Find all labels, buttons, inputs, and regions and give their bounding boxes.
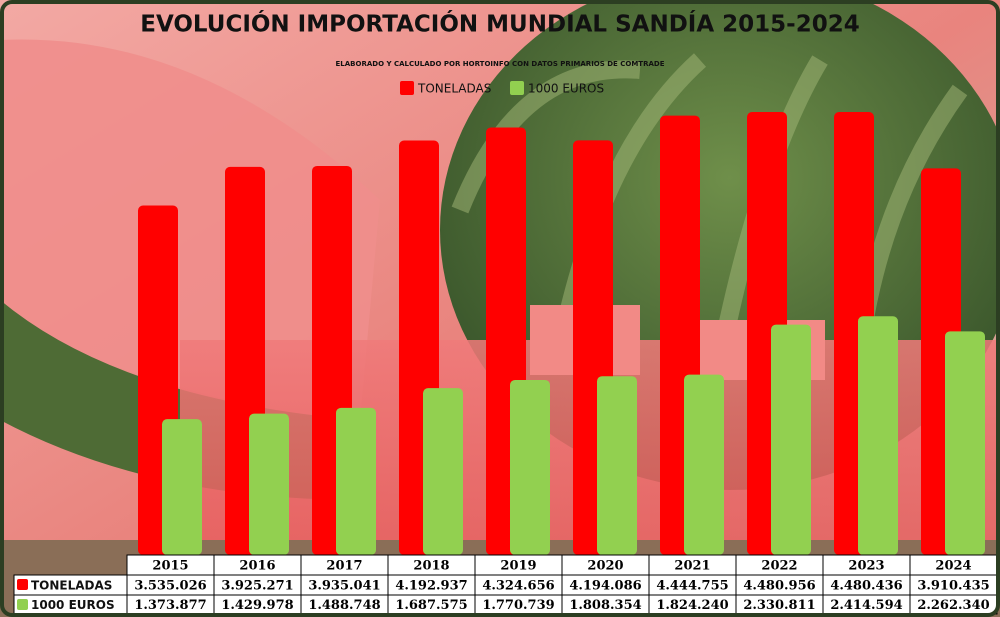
data-label: 4.444.755 — [656, 579, 728, 594]
bars — [138, 112, 985, 556]
data-label: 3.910.435 — [917, 579, 989, 594]
x-tick-label: 2024 — [935, 559, 971, 574]
x-tick-label: 2023 — [848, 559, 884, 574]
bar — [771, 324, 811, 555]
data-label: 1.488.748 — [308, 598, 380, 613]
bar — [858, 316, 898, 555]
bar — [162, 419, 202, 555]
x-tick-label: 2016 — [239, 559, 275, 574]
x-tick-label: 2018 — [413, 559, 449, 574]
legend-swatch — [510, 81, 524, 95]
data-label: 4.324.656 — [482, 579, 554, 594]
bar — [945, 331, 985, 555]
data-label: 3.535.026 — [134, 579, 206, 594]
x-tick-label: 2021 — [674, 559, 710, 574]
data-label: 1.770.739 — [482, 598, 554, 613]
x-tick-label: 2019 — [500, 559, 536, 574]
row-label: TONELADAS — [31, 579, 112, 593]
x-tick-label: 2015 — [152, 559, 188, 574]
data-label: 1.429.978 — [221, 598, 293, 613]
row-label: 1000 EUROS — [31, 598, 115, 612]
data-label: 4.192.937 — [395, 579, 467, 594]
data-label: 1.824.240 — [656, 598, 728, 613]
legend-label: TONELADAS — [417, 82, 491, 96]
bar — [336, 407, 376, 555]
data-label: 2.262.340 — [917, 598, 989, 613]
legend-swatch — [400, 81, 414, 95]
data-label: 3.925.271 — [221, 579, 293, 594]
bar — [510, 379, 550, 555]
legend-label: 1000 EUROS — [528, 82, 604, 96]
data-label: 2.414.594 — [830, 598, 902, 613]
data-label: 1.373.877 — [134, 598, 206, 613]
legend-swatch — [17, 579, 28, 590]
data-label: 4.480.956 — [743, 579, 815, 594]
data-label: 4.480.436 — [830, 579, 902, 594]
data-label: 1.687.575 — [395, 598, 467, 613]
data-label: 1.808.354 — [569, 598, 641, 613]
legend-swatch — [17, 599, 28, 610]
x-tick-label: 2022 — [761, 559, 797, 574]
bar — [249, 413, 289, 555]
data-table: 2015 3.535.026 1.373.877 2016 3.925.271 1.429… — [13, 554, 998, 615]
data-label: 2.330.811 — [743, 598, 815, 613]
chart-subtitle: ELABORADO Y CALCULADO POR HORTOINFO CON … — [336, 60, 665, 68]
data-label: 3.935.041 — [308, 579, 380, 594]
x-tick-label: 2017 — [326, 559, 362, 574]
data-label: 4.194.086 — [569, 579, 641, 594]
chart-title: EVOLUCIÓN IMPORTACIÓN MUNDIAL SANDÍA 201… — [140, 10, 859, 38]
legend: TONELADAS 1000 EUROS — [400, 81, 604, 96]
bar — [423, 388, 463, 555]
bar — [597, 376, 637, 555]
bar — [684, 374, 724, 555]
x-tick-label: 2020 — [587, 559, 623, 574]
